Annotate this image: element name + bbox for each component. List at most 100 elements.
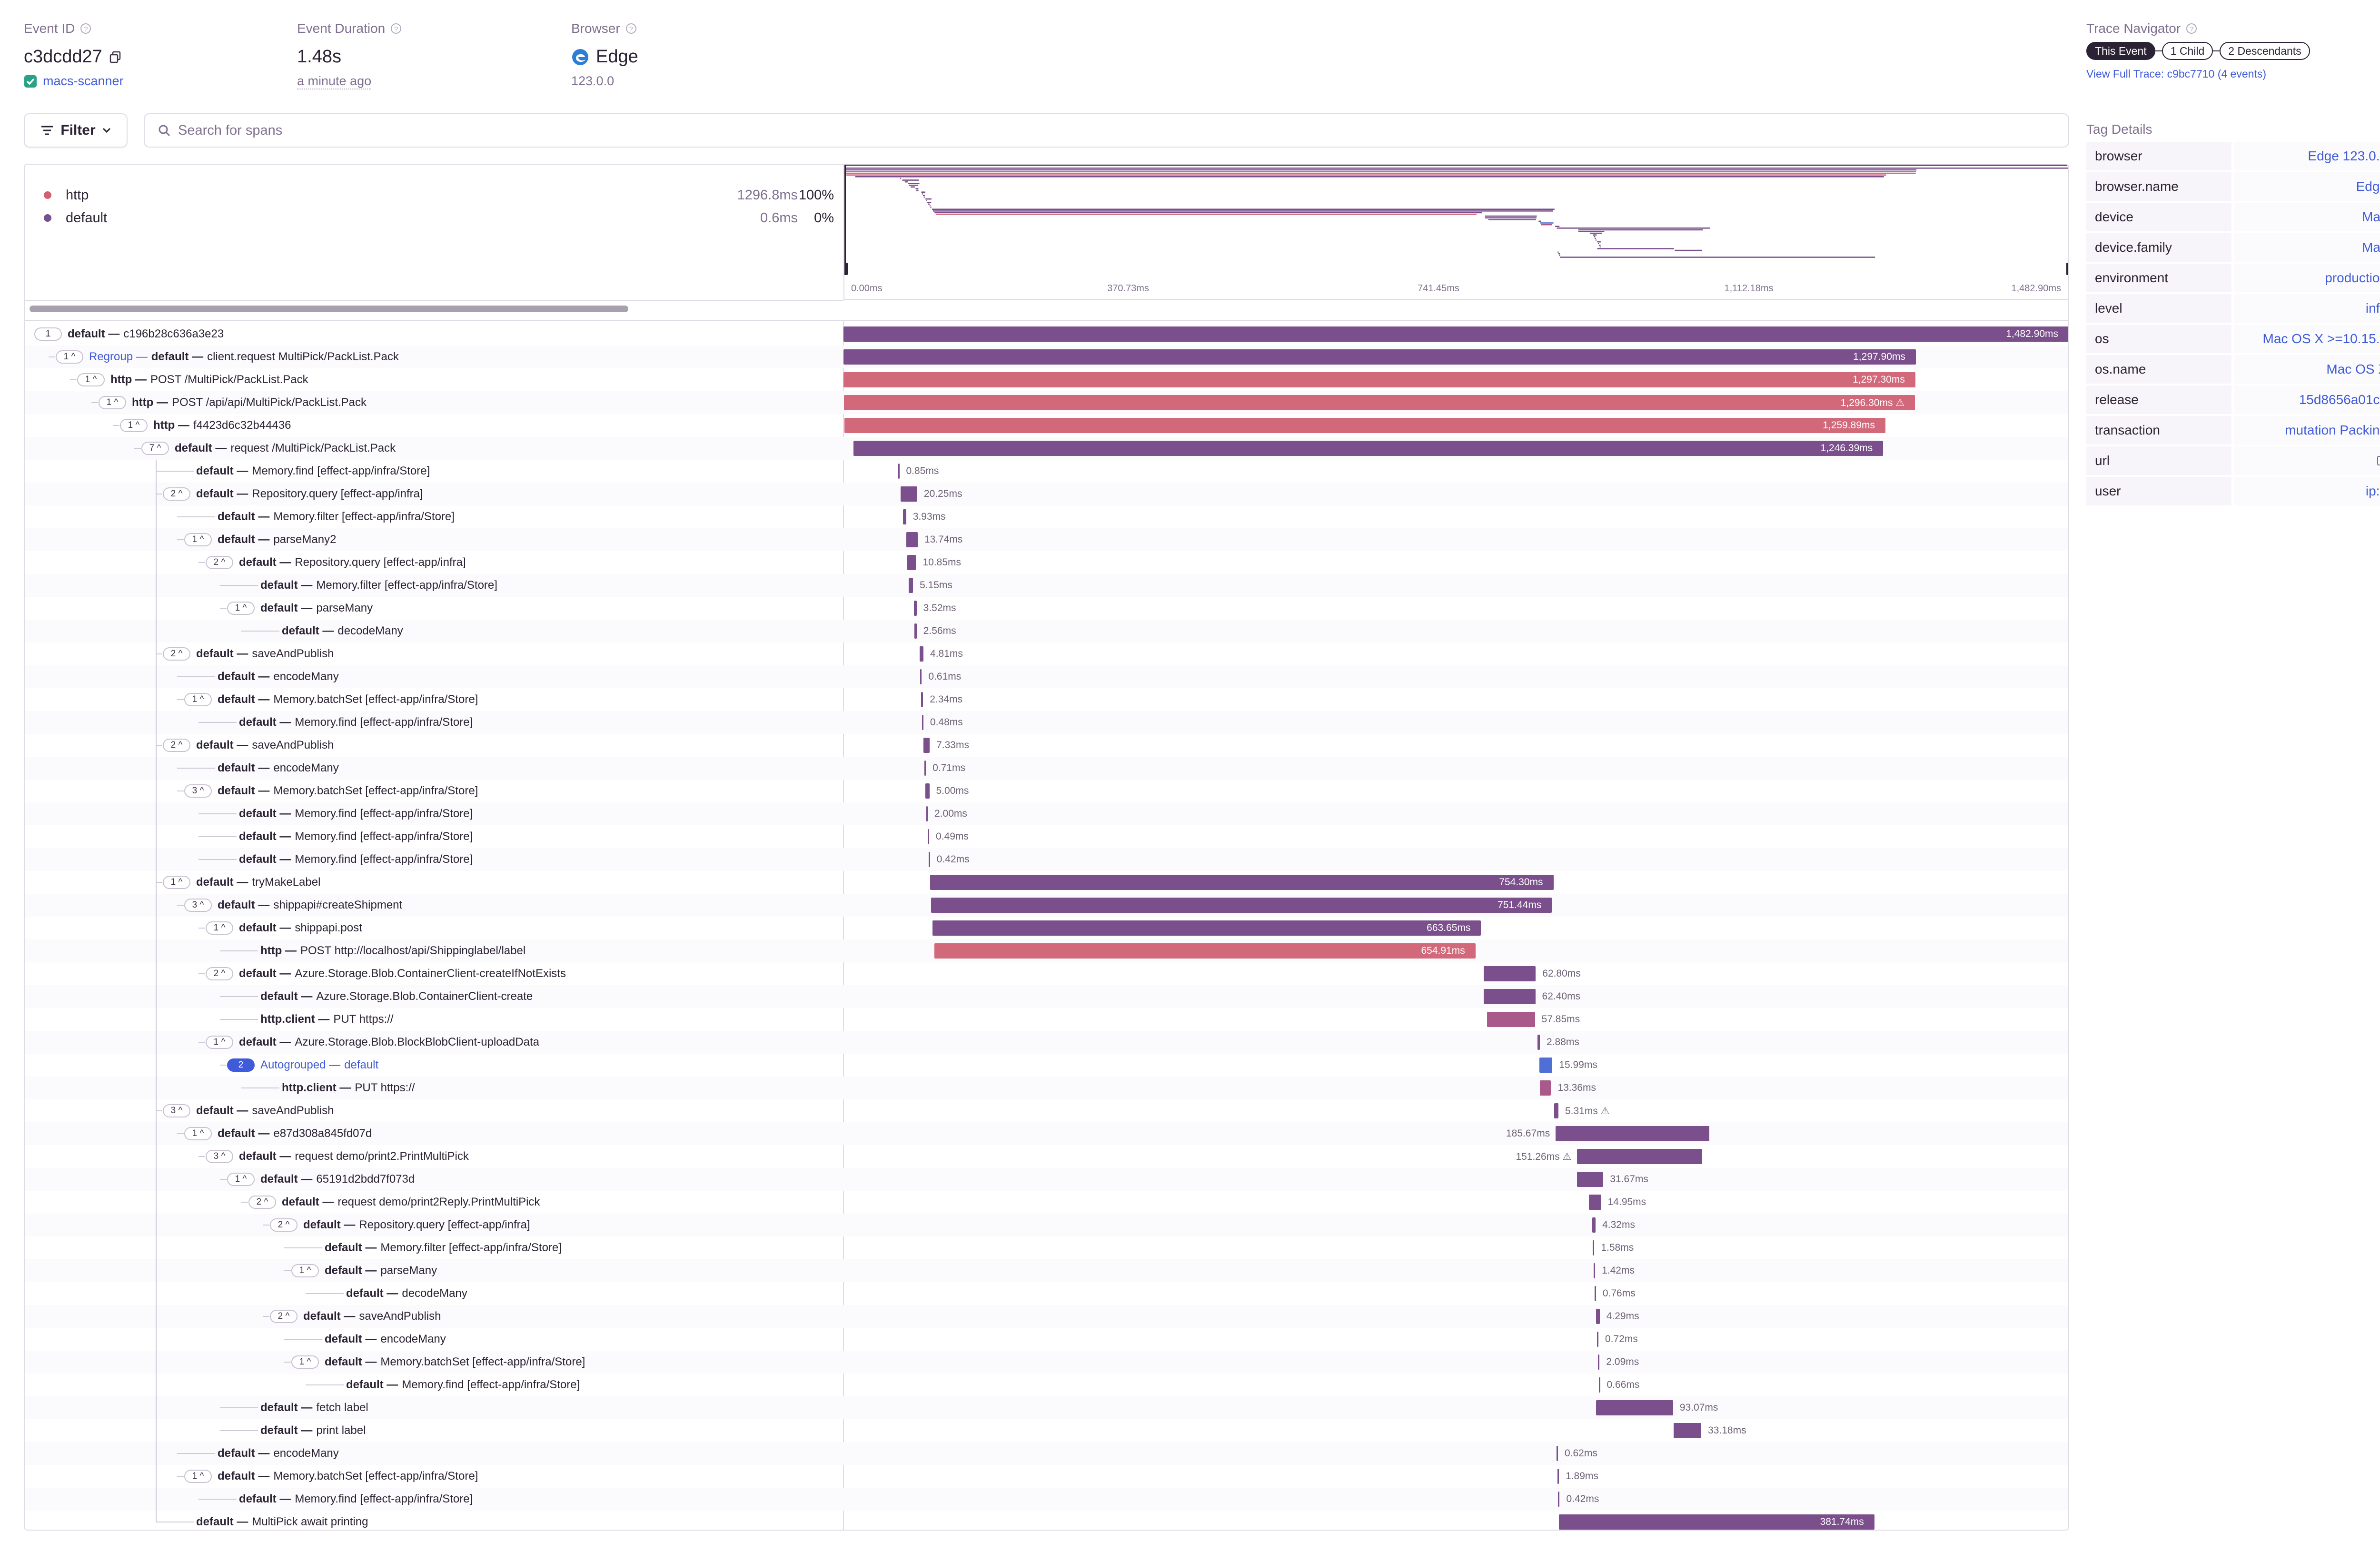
tag-value[interactable]: Mac OS X xyxy=(2234,355,2380,384)
help-icon[interactable]: ? xyxy=(625,23,636,34)
filter-button[interactable]: Filter xyxy=(24,113,128,148)
span-bar[interactable] xyxy=(930,875,1554,890)
span-children-toggle[interactable]: 2 ^ xyxy=(163,739,190,752)
span-bar[interactable] xyxy=(931,898,1552,913)
span-children-toggle[interactable]: 1 ^ xyxy=(163,876,190,889)
span-children-toggle[interactable]: 1 ^ xyxy=(184,533,212,546)
span-bar[interactable] xyxy=(919,646,924,662)
this-event-chip[interactable]: This Event xyxy=(2086,42,2155,60)
child-chip[interactable]: 1 Child xyxy=(2162,42,2213,60)
span-row[interactable]: 3 ^ default — saveAndPublish 5.31ms ⚠ xyxy=(25,1099,2068,1122)
span-row[interactable]: 1 ^ default — shippapi.post 663.65ms xyxy=(25,917,2068,939)
tag-value[interactable]: Mac xyxy=(2234,233,2380,262)
search-input[interactable]: Search for spans xyxy=(144,113,2069,148)
span-children-toggle[interactable]: 2 xyxy=(227,1058,255,1072)
span-bar[interactable] xyxy=(1557,1469,1559,1484)
span-row[interactable]: 1 ^ default — Memory.batchSet [effect-app/… xyxy=(25,1351,2068,1374)
span-children-toggle[interactable]: 1 ^ xyxy=(291,1264,319,1277)
span-row[interactable]: default — MultiPick await printing 381.74m… xyxy=(25,1511,2068,1530)
span-bar[interactable] xyxy=(898,464,900,479)
legend-item-default[interactable]: default 0.6ms 0% xyxy=(44,208,843,227)
span-children-toggle[interactable]: 2 ^ xyxy=(270,1218,298,1232)
span-row[interactable]: 3 ^ default — shippapi#createShipment 751.4… xyxy=(25,894,2068,917)
tag-value[interactable] xyxy=(2234,446,2380,475)
span-row[interactable]: default — encodeMany 0.71ms xyxy=(25,757,2068,780)
span-bar[interactable] xyxy=(1484,966,1536,981)
span-bar[interactable] xyxy=(1558,1492,1560,1507)
tag-value[interactable]: production xyxy=(2234,264,2380,292)
tag-value[interactable]: Edge 123.0.0 xyxy=(2234,142,2380,170)
span-bar[interactable] xyxy=(1556,1446,1558,1461)
span-children-toggle[interactable]: 1 ^ xyxy=(120,419,148,432)
span-row[interactable]: 2 ^ default — saveAndPublish 4.29ms xyxy=(25,1305,2068,1328)
span-bar[interactable] xyxy=(907,555,916,570)
span-bar[interactable] xyxy=(1596,1400,1673,1415)
span-children-toggle[interactable]: 2 ^ xyxy=(206,556,233,569)
span-bar[interactable] xyxy=(914,623,917,639)
span-row[interactable]: default — Azure.Storage.Blob.ContainerCli… xyxy=(25,985,2068,1008)
span-bar[interactable] xyxy=(1554,1103,1558,1118)
tag-value[interactable]: Edge xyxy=(2234,172,2380,201)
span-bar[interactable] xyxy=(1484,989,1536,1004)
span-row[interactable]: 2 ^ default — saveAndPublish 7.33ms xyxy=(25,734,2068,757)
span-children-toggle[interactable]: 1 ^ xyxy=(184,693,212,706)
span-bar[interactable] xyxy=(844,418,1885,433)
span-row[interactable]: 2 ^ default — Azure.Storage.Blob.Container… xyxy=(25,962,2068,985)
span-row[interactable]: 2 Autogrouped — default 15.99ms xyxy=(25,1054,2068,1077)
span-bar[interactable] xyxy=(932,920,1481,936)
minimap-handle-grip-right[interactable] xyxy=(2066,263,2069,275)
span-row[interactable]: default — encodeMany 0.62ms xyxy=(25,1442,2068,1465)
tag-value[interactable]: 15d8656a01c6 xyxy=(2234,386,2380,414)
span-bar[interactable] xyxy=(1674,1423,1702,1438)
column-divider[interactable] xyxy=(843,321,844,1530)
minimap[interactable]: 0.00ms 370.73ms 741.45ms 1,112.18ms 1,482.90… xyxy=(842,165,2069,300)
span-row[interactable]: default — decodeMany 2.56ms xyxy=(25,620,2068,642)
span-bar[interactable] xyxy=(925,783,930,799)
help-icon[interactable]: ? xyxy=(80,23,91,34)
span-children-toggle[interactable]: 2 ^ xyxy=(163,487,190,501)
tag-value[interactable]: ip:9 xyxy=(2234,477,2380,505)
minimap-handle-left[interactable] xyxy=(844,165,846,275)
span-children-toggle[interactable]: 1 ^ xyxy=(56,350,83,364)
span-row[interactable]: default — print label 33.18ms xyxy=(25,1419,2068,1442)
span-row[interactable]: http.client — PUT https:// 13.36ms xyxy=(25,1077,2068,1099)
span-row[interactable]: default — fetch label 93.07ms xyxy=(25,1396,2068,1419)
span-bar[interactable] xyxy=(1597,1332,1599,1347)
span-bar[interactable] xyxy=(928,852,930,867)
span-children-toggle[interactable]: 2 ^ xyxy=(163,647,190,661)
span-row[interactable]: 1 default — c196b28c636a3e23 1,482.90ms xyxy=(25,323,2068,346)
span-children-toggle[interactable]: 3 ^ xyxy=(163,1104,190,1117)
span-children-toggle[interactable]: 2 ^ xyxy=(206,967,233,980)
legend-item-http[interactable]: http 1296.8ms 100% xyxy=(44,186,843,205)
tag-value[interactable]: Mac xyxy=(2234,203,2380,231)
span-bar[interactable] xyxy=(843,326,2068,342)
span-children-toggle[interactable]: 1 ^ xyxy=(291,1355,319,1369)
span-bar[interactable] xyxy=(1598,1377,1600,1393)
span-row[interactable]: 1 ^ default — Memory.batchSet [effect-app/… xyxy=(25,688,2068,711)
span-bar[interactable] xyxy=(1540,1080,1551,1096)
tag-value[interactable]: mutation Packing xyxy=(2234,416,2380,445)
span-row[interactable]: 3 ^ default — request demo/print2.PrintMul… xyxy=(25,1145,2068,1168)
span-children-toggle[interactable]: 1 ^ xyxy=(184,1470,212,1483)
span-row[interactable]: 1 ^ default — tryMakeLabel 754.30ms xyxy=(25,871,2068,894)
span-bar[interactable] xyxy=(1537,1035,1540,1050)
span-bar[interactable] xyxy=(1592,1217,1596,1233)
span-bar[interactable] xyxy=(1556,1126,1709,1141)
project-link[interactable]: macs-scanner xyxy=(43,74,124,88)
span-children-toggle[interactable]: 1 ^ xyxy=(77,373,105,386)
span-row[interactable]: 1 ^ default — Azure.Storage.Blob.BlockBlob… xyxy=(25,1031,2068,1054)
span-row[interactable]: default — Memory.find [effect-app/infra/S… xyxy=(25,848,2068,871)
horizontal-scrollbar[interactable] xyxy=(30,306,628,312)
span-row[interactable]: 1 ^ default — parseMany2 13.74ms xyxy=(25,528,2068,551)
span-bar[interactable] xyxy=(843,372,1915,387)
span-children-toggle[interactable]: 1 ^ xyxy=(227,602,255,615)
span-bar[interactable] xyxy=(924,761,926,776)
span-bar[interactable] xyxy=(921,692,923,707)
span-bar[interactable] xyxy=(1577,1149,1702,1164)
span-row[interactable]: 7 ^ default — request /MultiPick/PackList.… xyxy=(25,437,2068,460)
span-bar[interactable] xyxy=(902,509,906,524)
span-row[interactable]: default — Memory.find [effect-app/infra/S… xyxy=(25,802,2068,825)
span-row[interactable]: default — Memory.find [effect-app/infra/S… xyxy=(25,1374,2068,1396)
span-bar[interactable] xyxy=(920,669,922,684)
span-bar[interactable] xyxy=(909,578,913,593)
